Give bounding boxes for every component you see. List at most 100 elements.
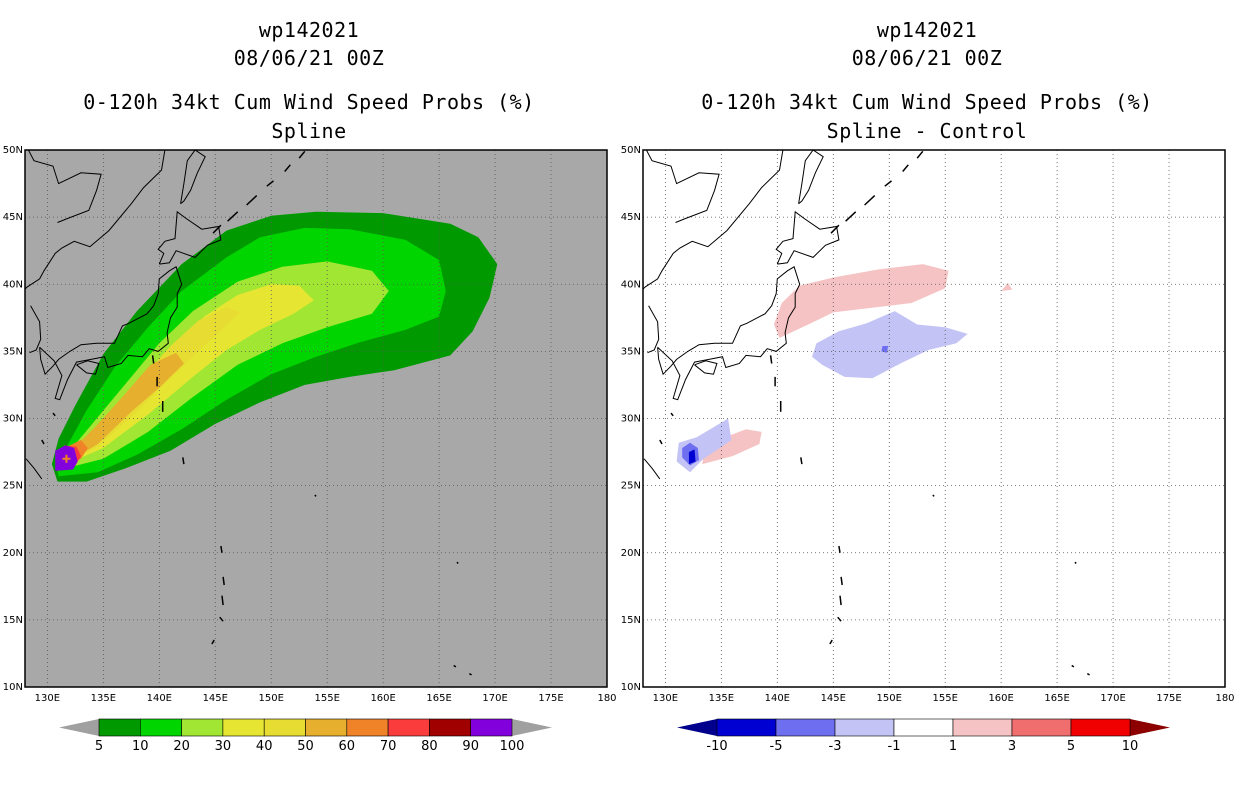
- storm-center-marker: [62, 454, 71, 463]
- x-tick-label: 170E: [1100, 693, 1125, 704]
- colorbar-label: 50: [297, 739, 314, 754]
- y-tick-label: 35N: [3, 346, 23, 357]
- colorbar-swatch: [305, 718, 348, 737]
- coastlines: [8, 150, 472, 676]
- colorbar-swatch: [429, 718, 471, 737]
- colorbar-swatch: [387, 718, 430, 737]
- y-tick-label: 35N: [621, 346, 641, 357]
- colorbar-upper-arrow: [1130, 719, 1170, 736]
- left-map-panel: 130E 135E 140E 145E 150E 155E 160E 165E 170E 175E…: [3, 145, 617, 754]
- colorbar-label: 90: [462, 739, 479, 754]
- y-tick-label: 50N: [3, 145, 23, 156]
- colorbar-label: 10: [132, 739, 149, 754]
- colorbar-label: 100: [500, 739, 525, 754]
- colorbar-swatch: [893, 718, 954, 737]
- island: [468, 672, 472, 676]
- x-tick-label: 145E: [203, 693, 228, 704]
- right-title-product: 0-120h 34kt Cum Wind Speed Probs (%): [701, 90, 1153, 114]
- colorbar: -10 -5 -3 -1 1 3 5 10: [677, 718, 1170, 754]
- grid-lines: [643, 150, 1225, 687]
- y-tick-label: 10N: [621, 682, 641, 693]
- colorbar-lower-arrow: [677, 719, 717, 736]
- island: [52, 412, 56, 417]
- x-tick-label: 165E: [1044, 693, 1069, 704]
- colorbar-swatch: [98, 718, 141, 737]
- colorbar-swatch: [834, 718, 895, 737]
- colorbar-swatch: [470, 718, 513, 737]
- colorbar-label: -5: [770, 739, 783, 754]
- island: [830, 224, 840, 234]
- island: [839, 595, 842, 606]
- island: [916, 150, 924, 159]
- diff-region-neg5: [688, 449, 696, 465]
- colorbar-swatch: [775, 718, 836, 737]
- colorbar-swatch: [222, 718, 265, 737]
- y-tick-label: 30N: [621, 414, 641, 425]
- colorbar-label: 70: [380, 739, 397, 754]
- coastline: [25, 458, 43, 480]
- prob-contour-50: [64, 352, 184, 465]
- colorbar-label: 1: [949, 739, 957, 754]
- right-title-storm-id: wp142021: [876, 18, 978, 42]
- y-tick-label: 45N: [3, 212, 23, 223]
- island: [314, 494, 317, 497]
- y-tick-label: 45N: [621, 212, 641, 223]
- island: [1071, 664, 1075, 668]
- x-tick-label: 135E: [91, 693, 116, 704]
- colorbar-label: 10: [1122, 739, 1139, 754]
- island: [902, 164, 909, 172]
- colorbar-label: -10: [706, 739, 727, 754]
- colorbar-label: 5: [1067, 739, 1075, 754]
- island: [8, 365, 13, 374]
- x-tick-label: 170E: [482, 693, 507, 704]
- colorbar-label: 40: [256, 739, 273, 754]
- x-tick-label: 180: [1215, 693, 1234, 704]
- right-title-method: Spline - Control: [826, 119, 1028, 143]
- x-tick-label: 180: [597, 693, 616, 704]
- coastline: [798, 150, 824, 205]
- colorbar-swatch: [952, 718, 1013, 737]
- y-tick-label: 10N: [3, 682, 23, 693]
- x-tick-label: 165E: [426, 693, 451, 704]
- coastlines: [643, 150, 1090, 676]
- colorbar-swatch: [140, 718, 182, 737]
- diff-region-1: [773, 264, 949, 338]
- island: [246, 195, 258, 206]
- colorbar-label: -3: [829, 739, 842, 754]
- island: [41, 439, 45, 445]
- y-tick-label: 30N: [3, 414, 23, 425]
- island: [222, 576, 225, 586]
- diff-region-1: [1001, 282, 1013, 291]
- map-frame: [24, 149, 608, 688]
- island: [884, 180, 892, 187]
- y-tick-label: 20N: [621, 548, 641, 559]
- grid-lines: [25, 150, 607, 687]
- y-tick-label: 50N: [621, 145, 641, 156]
- x-tick-label: 175E: [538, 693, 563, 704]
- island: [800, 457, 803, 465]
- coastline: [25, 150, 166, 290]
- island: [182, 457, 185, 465]
- island: [298, 150, 306, 159]
- coastline: [694, 360, 718, 375]
- island: [1074, 561, 1077, 564]
- island: [220, 545, 223, 553]
- x-tick-label: 150E: [877, 693, 902, 704]
- colorbar-swatch: [716, 718, 777, 737]
- island: [266, 180, 274, 187]
- island: [219, 616, 224, 622]
- island: [453, 664, 457, 668]
- island: [284, 164, 291, 172]
- left-title-product: 0-120h 34kt Cum Wind Speed Probs (%): [83, 90, 535, 114]
- coastline: [657, 266, 801, 401]
- coastline: [643, 458, 661, 480]
- colorbar-label: 3: [1008, 739, 1016, 754]
- colorbar-label: 5: [95, 739, 103, 754]
- shaded-areas: [676, 264, 1013, 473]
- coastline: [39, 266, 183, 401]
- colorbar-label: 20: [173, 739, 190, 754]
- coastline: [157, 210, 222, 265]
- colorbar-label: 80: [421, 739, 438, 754]
- colorbar-upper-arrow: [512, 719, 552, 736]
